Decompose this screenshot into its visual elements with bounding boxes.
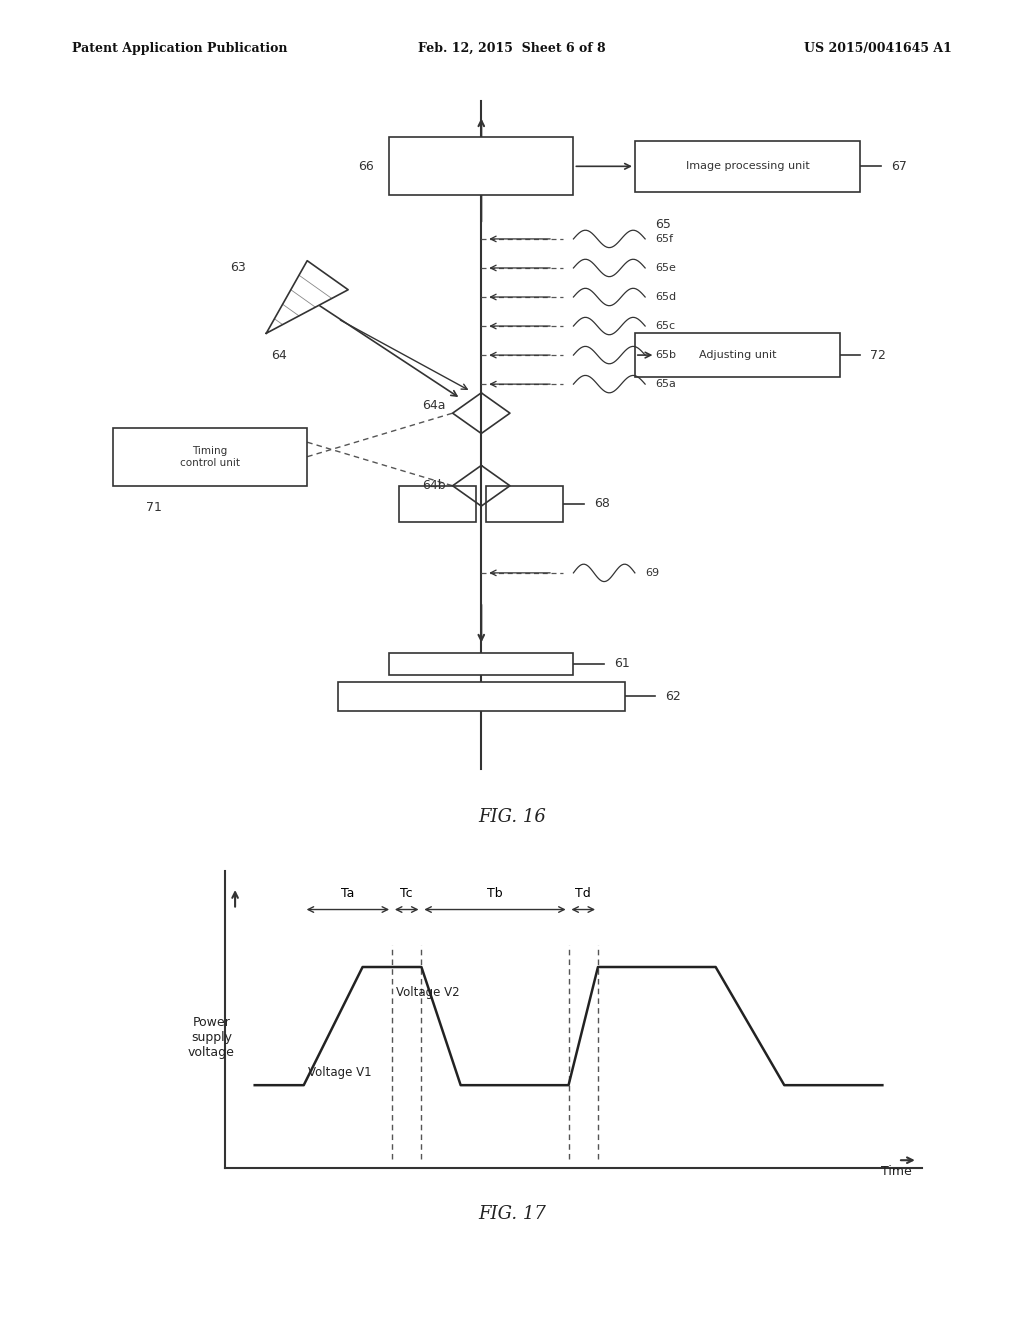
Bar xyxy=(486,486,563,521)
Bar xyxy=(338,681,625,710)
Text: Feb. 12, 2015  Sheet 6 of 8: Feb. 12, 2015 Sheet 6 of 8 xyxy=(418,42,606,55)
Text: 66: 66 xyxy=(358,160,374,173)
Text: 67: 67 xyxy=(891,160,907,173)
Text: Tc: Tc xyxy=(400,887,413,900)
Bar xyxy=(635,141,860,191)
Text: 65d: 65d xyxy=(655,292,677,302)
Text: FIG. 16: FIG. 16 xyxy=(478,808,546,826)
Bar xyxy=(113,428,307,486)
Text: Image processing unit: Image processing unit xyxy=(686,161,809,172)
Text: 69: 69 xyxy=(645,568,659,578)
Text: Ta: Ta xyxy=(341,887,354,900)
Text: 65b: 65b xyxy=(655,350,677,360)
Text: 65f: 65f xyxy=(655,234,674,244)
Text: 64a: 64a xyxy=(422,400,445,412)
Text: 63: 63 xyxy=(230,261,246,275)
Bar xyxy=(389,137,573,195)
Text: 62: 62 xyxy=(666,690,681,702)
Text: Patent Application Publication: Patent Application Publication xyxy=(72,42,287,55)
Text: Time: Time xyxy=(881,1166,911,1177)
Text: Voltage V2: Voltage V2 xyxy=(396,986,460,999)
Bar xyxy=(399,486,476,521)
Text: Voltage V1: Voltage V1 xyxy=(307,1065,372,1078)
Text: 65e: 65e xyxy=(655,263,676,273)
Text: FIG. 17: FIG. 17 xyxy=(478,1205,546,1224)
Text: 72: 72 xyxy=(870,348,887,362)
Text: US 2015/0041645 A1: US 2015/0041645 A1 xyxy=(805,42,952,55)
Text: 65c: 65c xyxy=(655,321,676,331)
Text: 61: 61 xyxy=(614,657,630,671)
Bar xyxy=(635,333,840,378)
Text: Adjusting unit: Adjusting unit xyxy=(698,350,776,360)
Text: 71: 71 xyxy=(145,502,162,513)
Bar xyxy=(389,652,573,675)
Text: 68: 68 xyxy=(594,498,610,511)
Text: 64: 64 xyxy=(271,348,287,362)
Text: Td: Td xyxy=(575,887,591,900)
Text: Timing
control unit: Timing control unit xyxy=(180,446,240,467)
Text: 65a: 65a xyxy=(655,379,676,389)
Text: 65: 65 xyxy=(655,218,672,231)
Text: 64b: 64b xyxy=(422,479,445,492)
Text: Power
supply
voltage: Power supply voltage xyxy=(188,1016,234,1059)
Text: Tb: Tb xyxy=(487,887,503,900)
